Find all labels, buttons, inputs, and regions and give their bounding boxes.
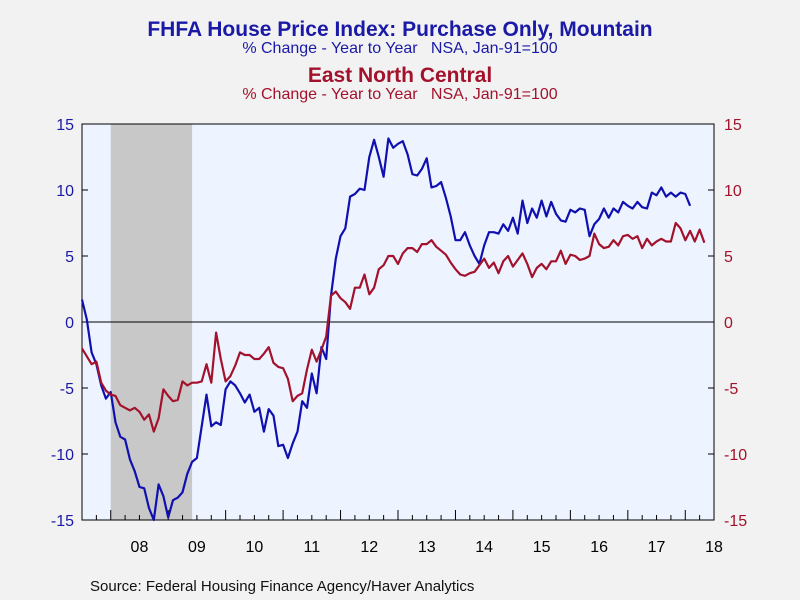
x-tick-label: 11 — [304, 539, 321, 556]
y-tick-label-right: -15 — [724, 513, 747, 530]
series2-subtitle: % Change - Year to Year NSA, Jan-91=100 — [242, 86, 558, 103]
x-tick-label: 18 — [705, 539, 723, 556]
y-tick-label-right: 0 — [724, 315, 733, 332]
y-tick-label-left: -5 — [60, 381, 74, 398]
y-tick-label-right: 15 — [724, 117, 742, 134]
x-tick-label: 14 — [475, 539, 493, 556]
source-note: Source: Federal Housing Finance Agency/H… — [90, 578, 475, 595]
y-tick-label-right: -5 — [724, 381, 738, 398]
series1-title: FHFA House Price Index: Purchase Only, M… — [147, 18, 653, 41]
y-tick-label-left: 10 — [56, 183, 74, 200]
x-tick-label: 13 — [418, 539, 436, 556]
y-tick-label-right: 5 — [724, 249, 733, 266]
series2-title: East North Central — [307, 64, 493, 87]
x-tick-label: 16 — [590, 539, 608, 556]
series1-subtitle: % Change - Year to Year NSA, Jan-91=100 — [242, 40, 558, 57]
x-tick-label: 10 — [245, 539, 263, 556]
y-tick-label-left: -15 — [51, 513, 74, 530]
y-tick-label-left: 5 — [65, 249, 74, 266]
y-tick-label-left: -10 — [51, 447, 74, 464]
y-tick-label-left: 0 — [65, 315, 74, 332]
x-tick-label: 12 — [360, 539, 378, 556]
x-tick-label: 17 — [648, 539, 666, 556]
x-tick-label: 15 — [533, 539, 551, 556]
series-line-mountain — [80, 137, 692, 522]
y-tick-label-right: 10 — [724, 183, 742, 200]
x-tick-label: 08 — [131, 539, 149, 556]
y-tick-label-left: 15 — [56, 117, 74, 134]
y-tick-label-right: -10 — [724, 447, 747, 464]
x-tick-label: 09 — [188, 539, 206, 556]
series-line-east-north-central — [81, 221, 706, 433]
